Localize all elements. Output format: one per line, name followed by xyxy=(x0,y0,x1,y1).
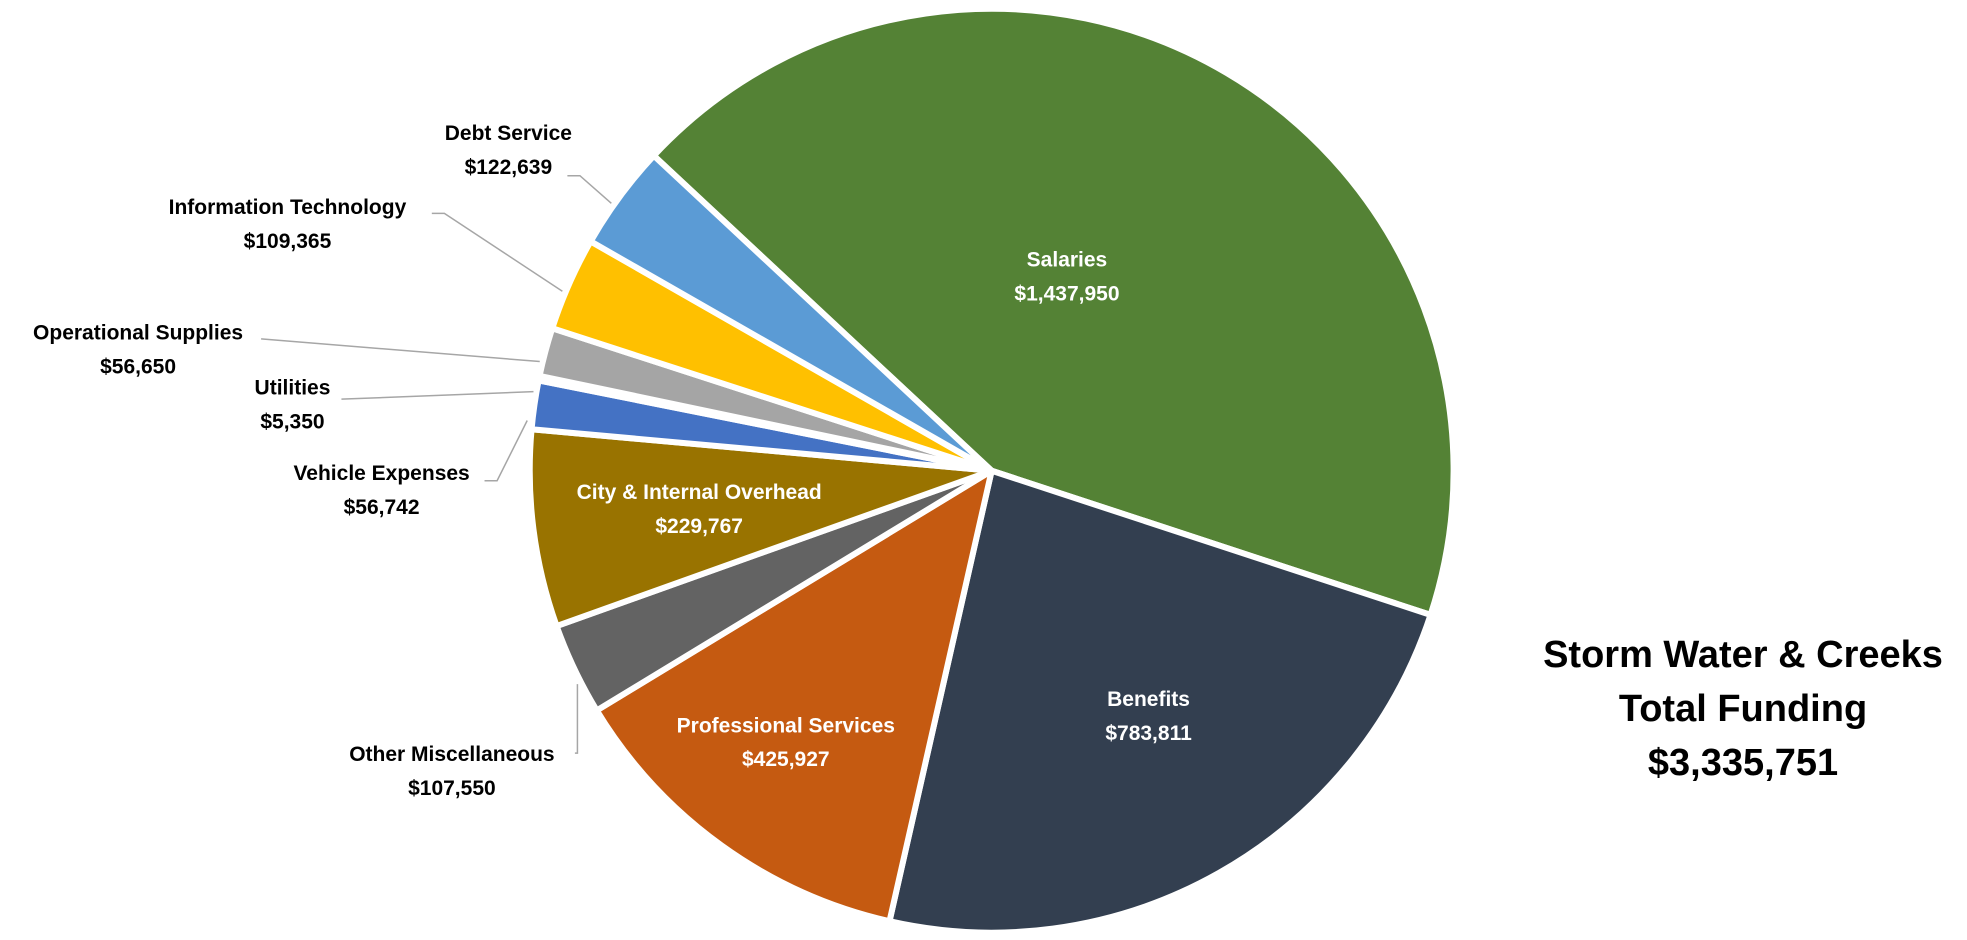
title-line: Total Funding xyxy=(1619,688,1867,730)
title-line: $3,335,751 xyxy=(1648,742,1838,784)
value-label: $5,350 xyxy=(260,411,324,434)
slice-label: Other Miscellaneous xyxy=(349,743,554,766)
title-line: Storm Water & Creeks xyxy=(1543,634,1943,676)
pie-slice xyxy=(587,152,995,474)
pie-slice xyxy=(650,5,1457,618)
value-label: $122,639 xyxy=(465,156,553,179)
leader-line xyxy=(431,212,563,292)
pie-slice xyxy=(526,426,995,630)
value-label: $56,742 xyxy=(344,496,420,519)
slice-label: Benefits xyxy=(1107,688,1190,711)
slice-label: Utilities xyxy=(255,377,331,400)
slice-label: Vehicle Expenses xyxy=(293,462,469,485)
pie-slice xyxy=(593,467,995,925)
slice-label: Professional Services xyxy=(677,714,895,737)
slice-label: Operational Supplies xyxy=(33,321,243,344)
leader-line xyxy=(261,338,540,363)
slice-label: Information Technology xyxy=(169,196,407,219)
value-label: $783,811 xyxy=(1105,722,1192,745)
leader-line xyxy=(341,390,534,400)
slice-label: City & Internal Overhead xyxy=(577,481,822,504)
value-label: $107,550 xyxy=(408,777,496,800)
value-label: $109,365 xyxy=(244,230,332,253)
value-label: $56,650 xyxy=(100,355,176,378)
leader-line xyxy=(484,420,528,482)
value-label: $229,767 xyxy=(655,515,743,538)
pie-slice xyxy=(886,467,1434,936)
slice-label: Debt Service xyxy=(445,122,572,145)
leader-line xyxy=(574,684,579,754)
leader-line xyxy=(567,174,612,204)
value-label: $425,927 xyxy=(742,748,830,771)
value-label: $1,437,950 xyxy=(1014,283,1119,306)
slice-label: Salaries xyxy=(1027,249,1108,272)
